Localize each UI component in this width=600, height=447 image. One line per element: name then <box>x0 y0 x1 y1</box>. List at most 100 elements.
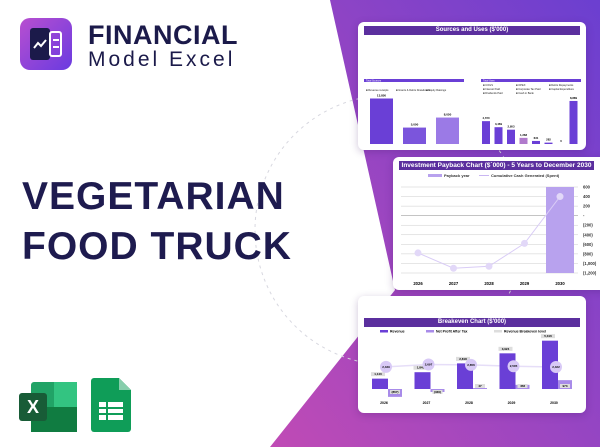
y-tick-label: (1,200) <box>583 271 597 276</box>
net-profit-label: (867) <box>391 390 398 394</box>
net-profit-label: 973 <box>562 384 567 388</box>
legend-item: Net Profit After Tax <box>436 330 468 334</box>
source-bar <box>370 98 393 144</box>
breakeven-label: 2,656 <box>467 363 475 367</box>
data-point <box>450 264 457 272</box>
use-bar <box>532 140 540 144</box>
total-sources-label: Total Sources <box>366 80 382 83</box>
total-uses-label: Total Uses <box>483 80 495 83</box>
x-tick-label: 2026 <box>380 401 388 405</box>
legend-item: ■ Interest Paid <box>483 87 500 91</box>
data-point <box>556 193 564 201</box>
legend-item: Revenue Breakeven level <box>504 330 546 334</box>
x-tick-label: 2029 <box>520 281 530 286</box>
source-bar <box>436 117 459 144</box>
payback-year-bar <box>546 187 574 273</box>
page-title-line2: FOOD TRUCK <box>22 225 292 268</box>
excel-icon: X <box>19 382 79 432</box>
breakeven-point <box>380 360 392 373</box>
data-label: 4,720 <box>483 116 490 120</box>
breakeven-label: 2,439 <box>382 365 390 369</box>
y-tick-label: 600 <box>583 185 591 190</box>
data-point <box>414 249 422 257</box>
legend-swatch <box>380 330 388 333</box>
label-box <box>413 365 428 370</box>
use-bar <box>507 129 515 144</box>
label-box <box>560 384 570 388</box>
legend-item: ■ Grants & Debts Drawdowns <box>396 88 431 92</box>
data-label: 631 <box>534 136 539 140</box>
y-tick-label: (1,000) <box>583 261 597 266</box>
data-label: 8,889 <box>570 96 577 100</box>
brand-name: FINANCIAL <box>88 20 238 50</box>
net-profit-label: (330) <box>434 390 441 394</box>
legend-swatch <box>428 174 442 177</box>
revenue-bar <box>372 378 388 389</box>
x-tick-label: 2030 <box>555 281 565 286</box>
label-box <box>541 334 555 339</box>
page-title-line1: VEGETARIAN <box>22 175 285 218</box>
revenue-label: 2,818 <box>459 357 467 361</box>
legend-item: ■ Dividends Paid <box>483 91 503 95</box>
sources-uses-card: Sources and Uses ($'000) Total Sources To… <box>358 22 586 150</box>
legend-swatch <box>494 330 502 333</box>
breakeven-point <box>465 358 477 371</box>
x-tick-label: 2028 <box>484 281 494 286</box>
y-tick-label: (400) <box>583 232 593 237</box>
breakeven-point <box>422 358 435 371</box>
legend-item: ■ Corporate Tax Paid <box>516 87 541 91</box>
data-label: 1,268 <box>520 133 527 137</box>
revenue-bar <box>414 372 431 389</box>
legend-item: Payback year <box>444 173 470 178</box>
data-point <box>485 262 493 270</box>
x-tick-label: 2028 <box>465 401 473 405</box>
use-bar <box>494 127 503 144</box>
breakeven-point <box>550 360 562 373</box>
x-tick-label: 2026 <box>413 281 423 286</box>
revenue-bar <box>542 340 558 389</box>
legend-item: ■ COGS <box>483 83 493 87</box>
breakeven-label: 2,697 <box>425 362 433 366</box>
cumulative-cash-line <box>417 196 561 269</box>
legend-item: ■ Cash in Bank <box>516 91 534 95</box>
brand-subtitle: Model Excel <box>88 48 236 71</box>
net-profit-label: 458 <box>520 384 525 388</box>
revenue-label: 1,848 <box>417 366 425 370</box>
legend-item: Cumulative Cash Generated (Spent) <box>491 173 560 178</box>
data-label: 282 <box>546 138 551 142</box>
data-label: 5,000 <box>411 123 419 127</box>
data-label: 3,469 <box>495 122 502 126</box>
net-profit-label: 47 <box>478 384 482 388</box>
total-sources-bar <box>364 79 464 82</box>
label-box <box>456 356 470 361</box>
chart-title: Sources and Uses ($'000) <box>364 26 580 35</box>
revenue-label: 5,316 <box>544 334 552 338</box>
label-box <box>517 384 528 388</box>
data-label: 8,050 <box>444 113 452 117</box>
label-box <box>390 390 400 394</box>
use-bar <box>519 137 528 144</box>
label-box <box>498 346 513 351</box>
data-label: 2,953 <box>508 125 515 129</box>
data-label: 13,850 <box>377 93 387 97</box>
y-tick-label: - <box>583 213 585 218</box>
revenue-label: 1,140 <box>374 372 382 376</box>
y-tick-label: (800) <box>583 251 593 256</box>
breakeven-label: 2,505 <box>510 364 518 368</box>
net-profit-bar <box>473 388 487 389</box>
use-bar <box>482 121 490 144</box>
use-bar <box>569 100 578 144</box>
legend-swatch <box>426 330 434 333</box>
legend-item: ■ Revenue receipts <box>366 88 389 92</box>
legend-item: ■ OPEX <box>516 83 526 87</box>
total-uses-bar <box>481 79 581 82</box>
data-label: 0 <box>560 139 562 143</box>
svg-text:X: X <box>27 397 39 417</box>
y-tick-label: 400 <box>583 194 591 199</box>
x-tick-label: 2027 <box>423 401 431 405</box>
legend-item: ■ Capital Expenditure <box>549 87 574 91</box>
x-tick-label: 2029 <box>508 401 516 405</box>
chart-title: Breakeven Chart ($'000) <box>364 318 580 327</box>
revenue-label: 3,924 <box>502 347 510 351</box>
y-tick-label: 200 <box>583 204 591 209</box>
